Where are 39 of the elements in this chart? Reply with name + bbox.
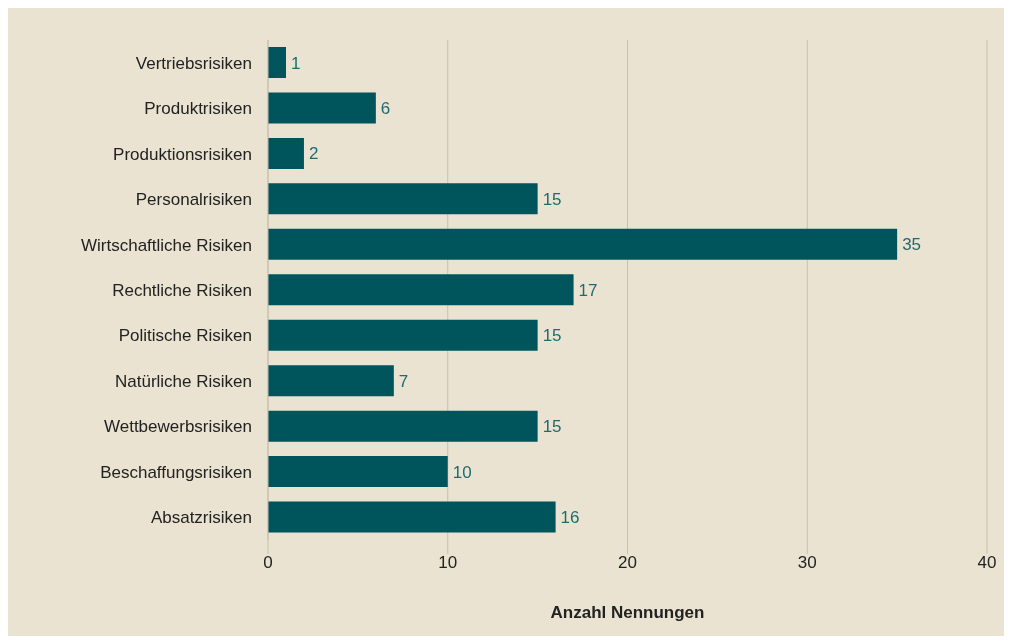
y-tick-label: Natürliche Risiken	[115, 371, 252, 391]
y-tick-label: Wettbewerbsrisiken	[103, 417, 252, 437]
data-label: 10	[452, 462, 472, 482]
y-tick-label: Personalrisiken	[135, 190, 252, 210]
y-tick-label: Produktrisiken	[144, 99, 252, 119]
bar	[268, 92, 376, 124]
y-tick-label: Wirtschaftliche Risiken	[81, 235, 252, 255]
y-tick-label: Absatzrisiken	[150, 508, 252, 528]
x-axis-title: Anzahl Nennungen	[550, 603, 705, 622]
data-label: 16	[560, 508, 580, 528]
bar	[268, 137, 304, 169]
data-label: 15	[542, 417, 562, 437]
y-tick-label: Rechtliche Risiken	[112, 281, 252, 301]
data-label: 1	[290, 53, 301, 73]
x-tick-label: 10	[438, 553, 458, 573]
bar	[268, 456, 448, 488]
y-tick-label: Beschaffungsrisiken	[100, 462, 252, 482]
y-tick-label: Politische Risiken	[118, 326, 252, 346]
data-label: 15	[542, 189, 562, 209]
data-label: 2	[308, 144, 319, 164]
bar	[268, 410, 538, 442]
data-label: 15	[542, 326, 562, 346]
bar	[268, 501, 556, 533]
bar	[268, 47, 286, 78]
x-tick-label: 30	[797, 553, 817, 573]
bar	[268, 274, 574, 306]
data-label: 7	[398, 371, 409, 391]
x-tick-label: 0	[263, 553, 273, 573]
data-label: 35	[902, 235, 922, 255]
x-tick-label: 40	[977, 553, 997, 573]
bar	[268, 183, 538, 215]
y-tick-label: Produktionsrisiken	[113, 144, 252, 164]
y-tick-label: Vertriebsrisiken	[135, 53, 252, 73]
data-label: 17	[578, 280, 598, 300]
bar	[268, 365, 394, 397]
x-tick-label: 20	[618, 553, 637, 573]
bar	[268, 319, 538, 351]
data-label: 6	[380, 98, 391, 118]
bar	[268, 228, 898, 260]
